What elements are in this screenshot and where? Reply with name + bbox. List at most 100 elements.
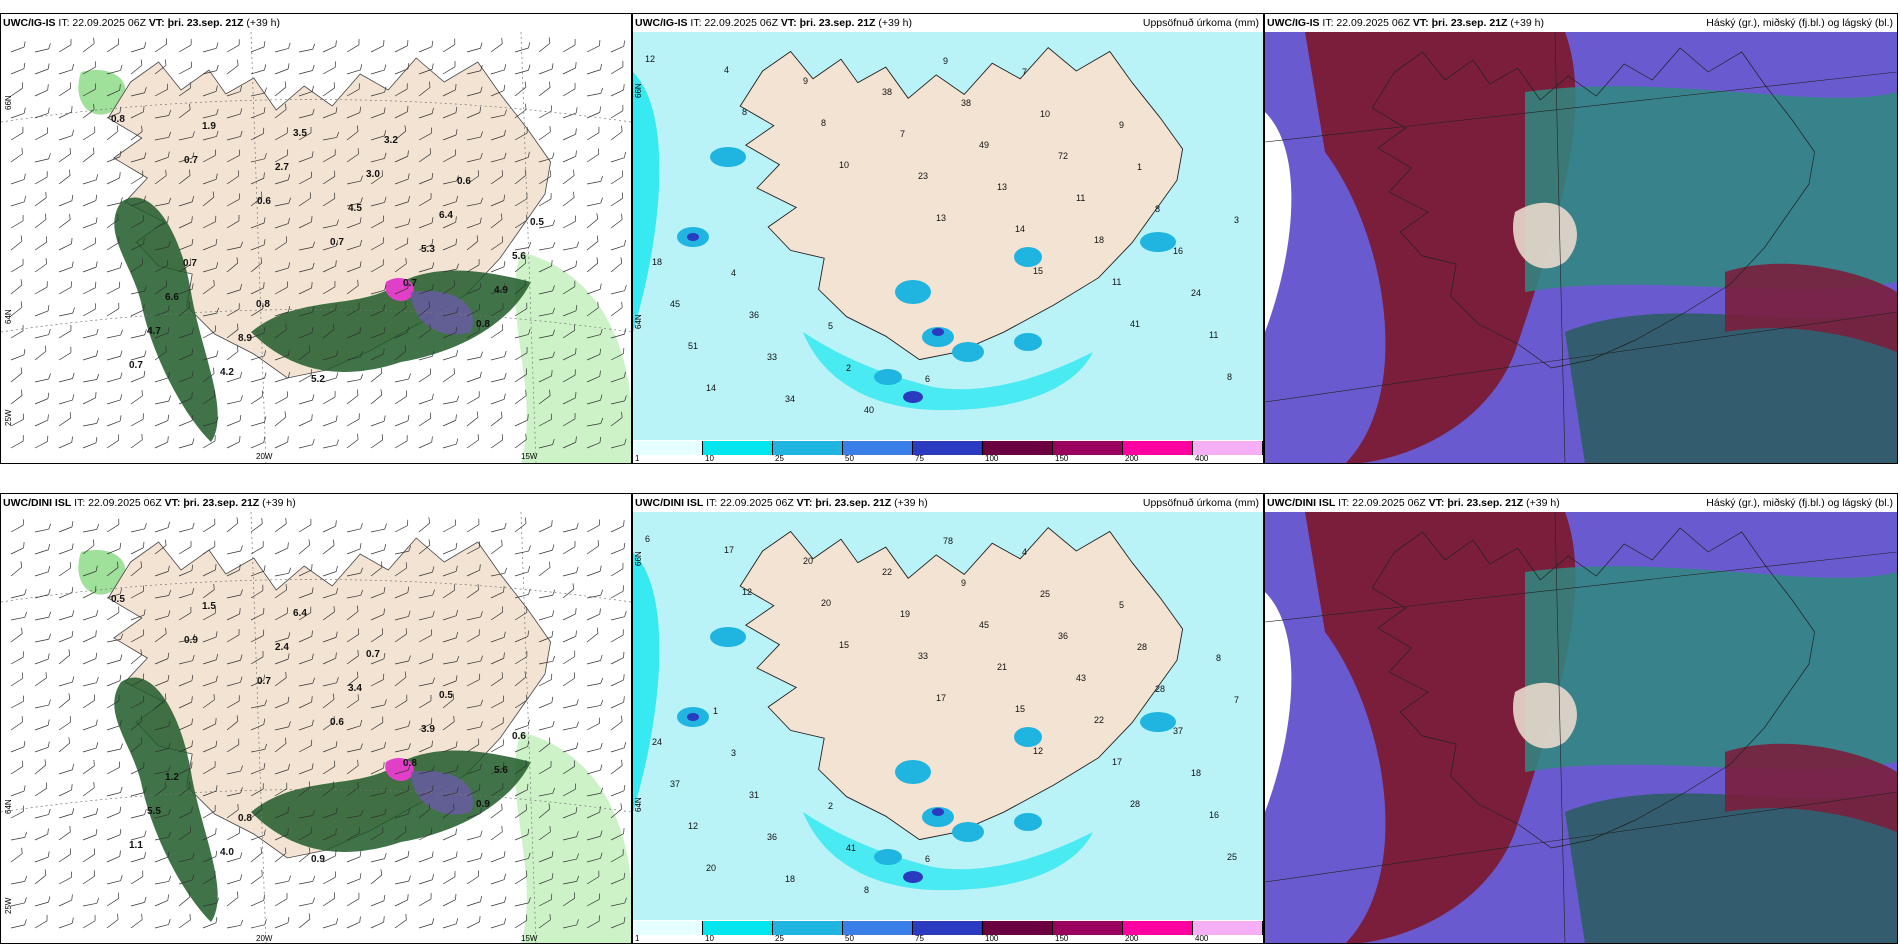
precip-amount-label: 6 xyxy=(925,374,930,384)
wind-barb xyxy=(490,213,503,229)
wind-barb xyxy=(370,523,387,533)
wind-barb xyxy=(370,561,383,577)
wind-barb xyxy=(106,125,119,141)
wind-barb xyxy=(226,695,240,709)
wind-barb xyxy=(394,345,407,361)
wind-barb xyxy=(610,213,623,229)
wind-barb xyxy=(274,671,287,687)
wind-barb xyxy=(274,262,291,273)
precip-band-south xyxy=(251,750,531,852)
wind-barb xyxy=(610,40,625,53)
wind-barb xyxy=(610,542,626,555)
wind-barb xyxy=(58,148,71,163)
wind-barb xyxy=(130,541,145,555)
wind-barb xyxy=(610,60,624,75)
wind-barb xyxy=(10,875,28,885)
precip-band-west xyxy=(114,197,218,442)
wind-barb xyxy=(298,630,313,643)
wind-barb xyxy=(610,239,626,251)
wind-barb xyxy=(562,391,577,405)
wind-barb xyxy=(490,37,503,53)
wind-barb xyxy=(514,828,530,841)
wind-barb xyxy=(130,896,147,907)
wind-barb xyxy=(610,742,627,753)
colorbar-segment xyxy=(703,921,773,935)
wind-barb xyxy=(322,107,338,119)
wind-barb xyxy=(82,103,95,119)
wind-barb xyxy=(610,611,627,621)
wind-barb xyxy=(58,436,73,449)
colorbar-segment xyxy=(773,921,843,935)
wind-barb xyxy=(490,283,506,295)
wind-barb xyxy=(418,81,431,97)
wind-barb xyxy=(418,629,432,643)
wind-barb xyxy=(418,393,434,405)
wind-barb xyxy=(10,716,23,731)
wind-barb xyxy=(202,367,215,383)
wind-barb xyxy=(322,693,335,709)
wind-barb xyxy=(466,131,483,141)
iceland-coastline xyxy=(1371,47,1815,369)
wind-barb xyxy=(202,563,217,577)
wind-barb xyxy=(586,301,599,317)
colorbar-segment xyxy=(633,441,703,455)
wind-barb xyxy=(466,411,479,427)
wind-barb xyxy=(226,738,240,753)
colorbar-tick-label: 50 xyxy=(845,454,854,463)
wind-barb xyxy=(514,127,528,141)
colorbar-segment xyxy=(1193,921,1263,935)
wind-barb xyxy=(538,787,556,797)
wind-barb xyxy=(418,517,431,533)
precip-value-label: 3.2 xyxy=(384,135,398,146)
wind-barb xyxy=(106,415,122,427)
wind-barb xyxy=(250,87,267,97)
colorbar-tick-label: 10 xyxy=(705,934,714,943)
wind-barb xyxy=(82,174,99,185)
wind-barb xyxy=(274,653,290,665)
wind-barb xyxy=(538,219,556,229)
wind-barb xyxy=(82,652,98,665)
precip-map: 1281013154184823141111149713182451343849… xyxy=(633,32,1263,440)
wind-barb xyxy=(610,84,625,97)
wind-barb xyxy=(586,565,602,577)
wind-barb xyxy=(130,649,143,665)
wind-barb xyxy=(226,371,242,383)
wind-barb xyxy=(154,83,169,97)
wind-barb xyxy=(34,281,48,295)
wind-barb xyxy=(586,742,603,753)
wind-barb xyxy=(346,694,359,709)
wind-barb xyxy=(130,830,147,841)
wind-barb xyxy=(154,109,172,119)
wind-barb xyxy=(226,608,241,621)
wind-barb xyxy=(274,737,287,753)
wind-barb xyxy=(202,238,218,251)
wind-barb xyxy=(442,368,455,383)
wind-barb xyxy=(82,392,97,405)
precip-amount-label: 8 xyxy=(1227,372,1232,382)
wind-barb xyxy=(370,434,383,449)
wind-barb xyxy=(346,892,360,907)
wind-barb xyxy=(130,808,147,819)
wind-barb xyxy=(322,587,339,599)
wind-barb xyxy=(274,217,290,229)
wind-barb xyxy=(34,414,49,427)
wind-barb xyxy=(202,108,219,119)
wind-barb xyxy=(538,152,555,163)
wind-barb xyxy=(514,783,529,797)
latitude-line xyxy=(1,579,631,603)
wind-barb xyxy=(298,326,314,339)
precip-peak xyxy=(385,757,414,782)
wind-barb xyxy=(82,37,95,53)
wind-barb xyxy=(538,914,551,929)
wind-barb xyxy=(178,82,191,97)
wind-barb xyxy=(10,82,23,97)
wind-barb xyxy=(394,545,412,555)
wind-barb xyxy=(106,281,121,295)
precip-amount-label: 28 xyxy=(1155,684,1165,694)
wind-barb xyxy=(178,781,191,797)
wind-barb xyxy=(178,152,195,163)
precip-value-label: 5.5 xyxy=(147,806,161,817)
precip-amount-label: 41 xyxy=(846,843,856,853)
wind-barb xyxy=(394,671,407,687)
wind-barb xyxy=(34,305,50,317)
